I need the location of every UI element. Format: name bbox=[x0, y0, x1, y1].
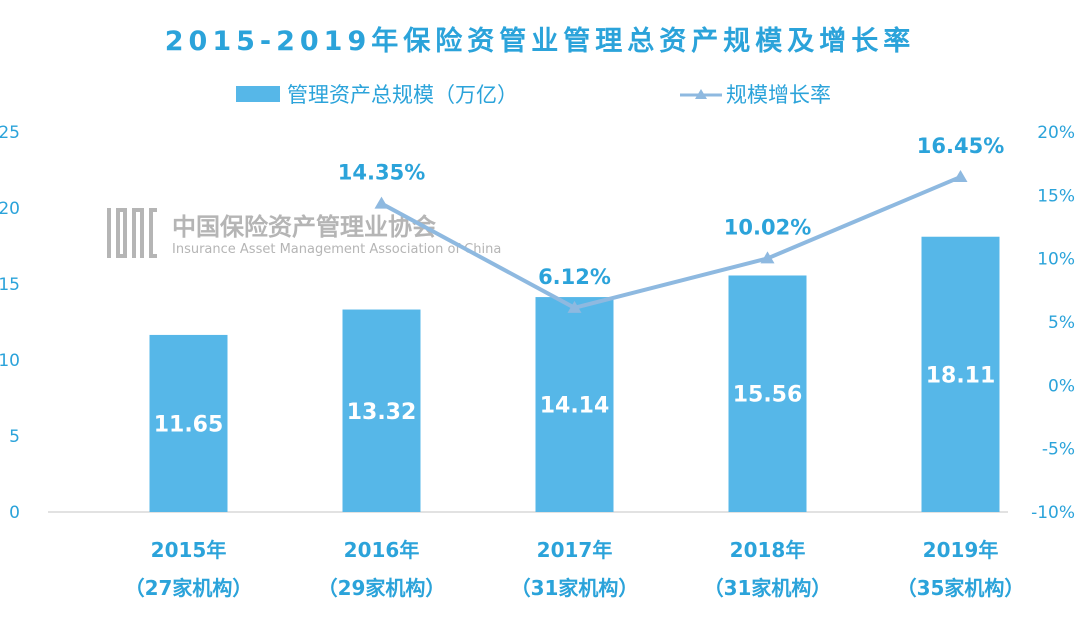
y-tick-right: 0% bbox=[1048, 376, 1075, 396]
bar-value-label: 15.56 bbox=[733, 383, 803, 408]
y-axis-right: -10% -5% 0% 5% 10% 15% 20% bbox=[1031, 123, 1075, 523]
x-tick-label: 2017年 bbox=[537, 538, 613, 562]
growth-rate-series: 14.35% 6.12% 10.02% 16.45% bbox=[338, 134, 1004, 313]
y-tick-right: 10% bbox=[1037, 250, 1075, 270]
y-tick-left: 5 bbox=[9, 427, 20, 447]
y-tick-right: 15% bbox=[1037, 186, 1075, 206]
x-tick-sublabel: （31家机构） bbox=[511, 576, 639, 600]
growth-rate-line bbox=[380, 175, 962, 310]
bar-value-label: 13.32 bbox=[347, 400, 417, 425]
iamac-logo-icon bbox=[107, 208, 157, 258]
bar-value-label: 14.14 bbox=[540, 394, 610, 419]
y-tick-right: -10% bbox=[1031, 503, 1075, 523]
growth-rate-label: 6.12% bbox=[538, 265, 611, 289]
bar bbox=[342, 309, 421, 512]
x-tick-label: 2015年 bbox=[151, 538, 227, 562]
x-tick-sublabel: （35家机构） bbox=[897, 576, 1025, 600]
y-tick-left: 10 bbox=[0, 351, 20, 371]
chart-title: 2015-2019年保险资管业管理总资产规模及增长率 bbox=[165, 25, 916, 57]
growth-rate-point bbox=[567, 300, 582, 313]
x-tick-sublabel: （31家机构） bbox=[704, 576, 832, 600]
bar-series: 11.65 13.32 14.14 15.56 18.11 bbox=[149, 236, 1000, 512]
y-tick-right: 20% bbox=[1037, 123, 1075, 143]
y-tick-left: 0 bbox=[9, 503, 20, 523]
growth-rate-label: 16.45% bbox=[917, 134, 1004, 158]
watermark-name-en: Insurance Asset Management Association o… bbox=[172, 242, 501, 257]
bar-value-label: 18.11 bbox=[926, 363, 996, 388]
growth-rate-point bbox=[374, 196, 389, 209]
growth-rate-point bbox=[953, 169, 968, 182]
legend-bar-swatch bbox=[236, 86, 280, 102]
legend-bar-label: 管理资产总规模（万亿） bbox=[287, 83, 518, 107]
growth-rate-point bbox=[760, 251, 775, 264]
y-tick-left: 25 bbox=[0, 123, 20, 143]
bar bbox=[535, 297, 614, 512]
x-tick-label: 2018年 bbox=[730, 538, 806, 562]
y-axis-left: 0 5 10 15 20 25 bbox=[0, 123, 20, 523]
x-tick-label: 2019年 bbox=[923, 538, 999, 562]
y-tick-left: 20 bbox=[0, 199, 20, 219]
x-tick-sublabel: （29家机构） bbox=[318, 576, 446, 600]
bar-value-label: 11.65 bbox=[154, 412, 224, 437]
bar bbox=[921, 236, 1000, 512]
x-axis-labels: 2015年 （27家机构） 2016年 （29家机构） 2017年 （31家机构） 2018… bbox=[125, 538, 1025, 600]
y-tick-right: 5% bbox=[1048, 313, 1075, 333]
legend-line-marker bbox=[695, 89, 707, 99]
bar bbox=[149, 334, 228, 512]
x-tick-sublabel: （27家机构） bbox=[125, 576, 253, 600]
growth-rate-label: 10.02% bbox=[724, 215, 811, 239]
x-tick-label: 2016年 bbox=[344, 538, 420, 562]
growth-rate-label: 14.35% bbox=[338, 161, 425, 185]
legend-line-label: 规模增长率 bbox=[726, 83, 831, 107]
y-tick-right: -5% bbox=[1042, 440, 1075, 460]
watermark-name: 中国保险资产管理业协会 bbox=[172, 213, 436, 241]
bar bbox=[728, 275, 807, 512]
legend: 管理资产总规模（万亿） 规模增长率 bbox=[236, 83, 831, 107]
watermark: 中国保险资产管理业协会 Insurance Asset Management A… bbox=[107, 208, 501, 258]
y-tick-left: 15 bbox=[0, 275, 20, 295]
